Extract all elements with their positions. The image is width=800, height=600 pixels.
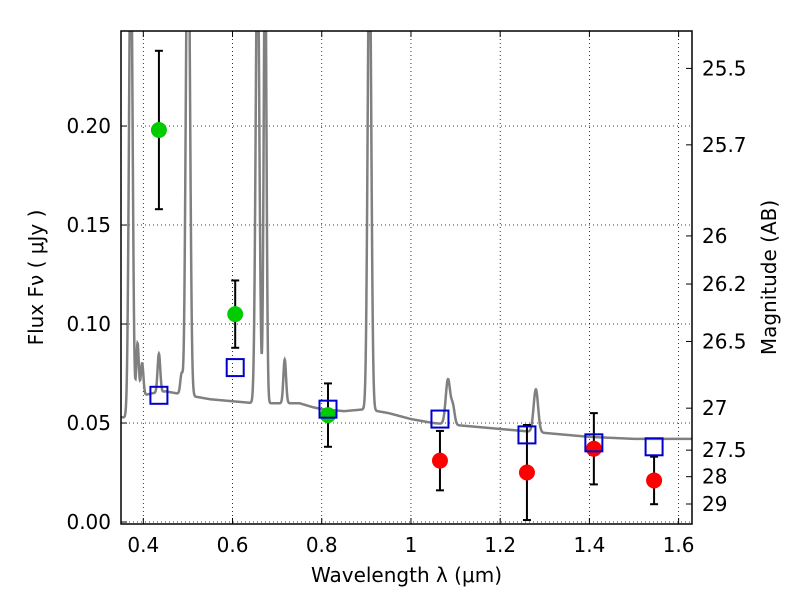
y-tick-label: 0.05 [66,411,111,435]
data-point [518,464,535,481]
data-point [646,472,663,489]
x-tick-label: 1.2 [484,533,516,557]
mag-tick-label: 25.7 [702,133,747,157]
y-tick-label: 0.10 [66,312,111,336]
y-tick-label: 0.20 [66,114,111,138]
mag-tick-label: 26 [702,224,727,248]
y-axis-label: Flux Fν ( μJy ) [24,210,48,346]
mag-tick-label: 29 [702,492,727,516]
model-point [149,385,169,405]
mag-tick-label: 25.5 [702,56,747,80]
data-point [150,121,167,138]
y-tick-label: 0.15 [66,213,111,237]
model-point [644,437,664,457]
mag-tick-label: 27 [702,396,727,420]
data-point [431,452,448,469]
model-point [517,425,537,445]
x-tick-label: 1.6 [663,533,695,557]
data-markers [149,49,664,522]
x-tick-label: 0.8 [306,533,338,557]
right-y-axis-label: Magnitude (AB) [757,200,781,355]
plot-area [121,31,692,441]
mag-tick-label: 28 [702,465,727,489]
plot-frame [120,30,693,525]
x-axis-label: Wavelength λ (μm) [311,563,502,587]
mag-tick-label: 27.5 [702,438,747,462]
x-tick-label: 0.6 [217,533,249,557]
model-point [430,409,450,429]
model-point [584,433,604,453]
x-tick-label: 1.4 [573,533,605,557]
x-tick-label: 1 [405,533,418,557]
model-point [225,358,245,378]
model-point [318,399,338,419]
template-spectrum-line [121,31,692,441]
data-point [319,407,336,424]
data-point [585,440,602,457]
data-point [227,306,244,323]
mag-tick-label: 26.5 [702,329,747,353]
x-tick-label: 0.4 [127,533,159,557]
mag-tick-label: 26.2 [702,272,747,296]
axis-ticks: 0.4 0.6 0.8 1 1.2 1.4 1.6 0.00 0.05 0.10 0.15 0.20 2… [66,31,747,557]
y-tick-label: 0.00 [66,510,111,534]
